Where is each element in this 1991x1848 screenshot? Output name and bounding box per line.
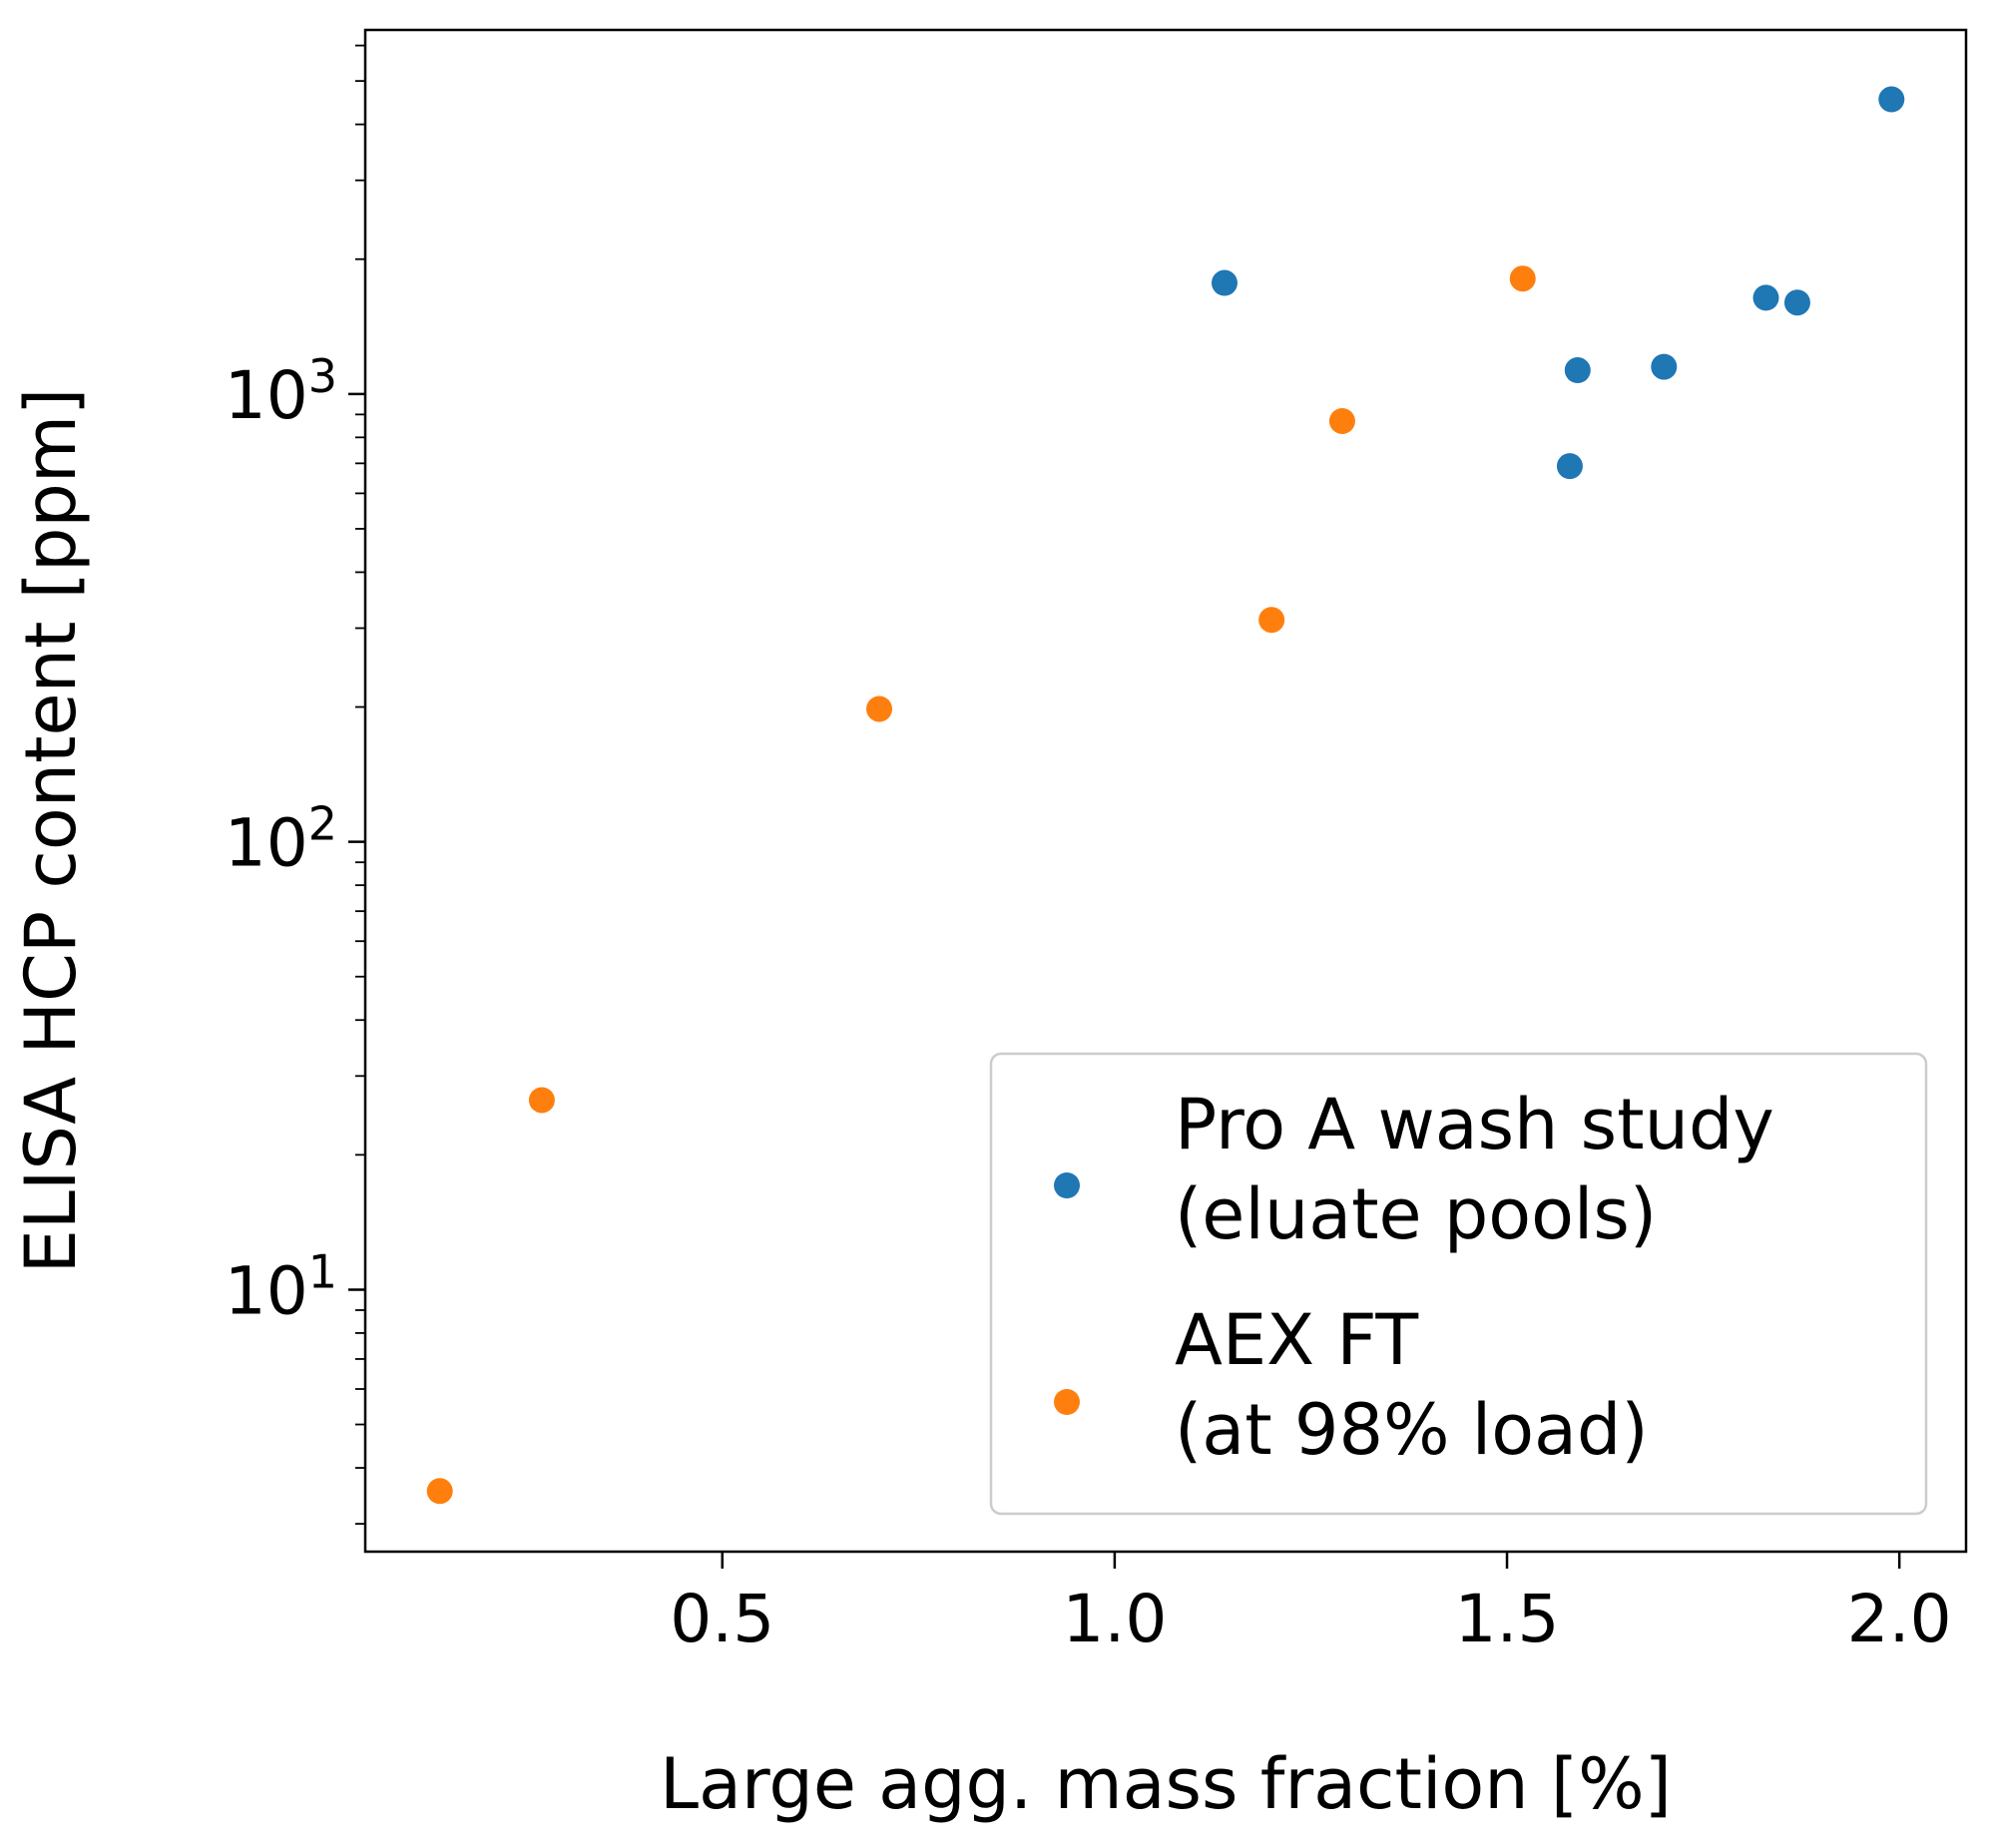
data-points [426,86,1905,1505]
data-point-series-1 [866,695,893,722]
y-tick-label-exponent: 3 [308,349,337,403]
y-tick-label: 103 [225,349,337,434]
legend-box [989,1052,1928,1516]
plot-area [363,28,1968,1554]
data-point-series-0 [1564,357,1591,384]
data-point-series-1 [426,1478,453,1505]
data-point-series-1 [528,1087,555,1114]
data-point-series-0 [1556,453,1583,480]
y-tick-label: 101 [225,1244,337,1329]
y-tick-label-exponent: 2 [308,797,337,851]
legend-label-aex-ft-line-1: AEX FT [1175,1299,1418,1381]
data-point-series-1 [1258,607,1285,634]
data-point-series-0 [1878,86,1905,113]
plot-frame [363,28,1968,1554]
y-tick-label-base: 10 [225,357,308,434]
y-tick-label-base: 10 [225,1252,308,1329]
y-tick-label-exponent: 1 [308,1244,337,1298]
y-tick-label-base: 10 [225,805,308,882]
y-axis-label: ELISA HCP content [ppm] [10,388,92,1274]
x-axis-ticks: 0.5 1.0 1.5 2.0 [670,1552,1952,1657]
data-point-series-0 [1211,269,1238,296]
data-point-series-0 [1651,353,1678,380]
x-tick-label: 1.5 [1455,1581,1560,1657]
y-tick-label: 102 [225,797,337,882]
x-tick-label: 2.0 [1847,1581,1952,1657]
legend-label-pro-a-line-1: Pro A wash study [1175,1084,1774,1165]
legend-label-aex-ft-line-2: (at 98% load) [1175,1389,1649,1471]
x-tick-label: 1.0 [1062,1581,1167,1657]
data-point-series-1 [1328,407,1355,434]
legend: Pro A wash study (eluate pools) AEX FT (… [989,1052,1928,1516]
data-point-series-1 [1509,265,1536,292]
legend-marker-aex-ft [1054,1389,1080,1415]
legend-marker-pro-a-wash-study [1054,1172,1080,1198]
data-point-series-0 [1783,289,1810,316]
x-tick-label: 0.5 [670,1581,774,1657]
legend-label-pro-a-line-2: (eluate pools) [1175,1173,1657,1255]
x-axis-label: Large agg. mass fraction [%] [660,1743,1672,1825]
data-point-series-0 [1752,284,1779,311]
